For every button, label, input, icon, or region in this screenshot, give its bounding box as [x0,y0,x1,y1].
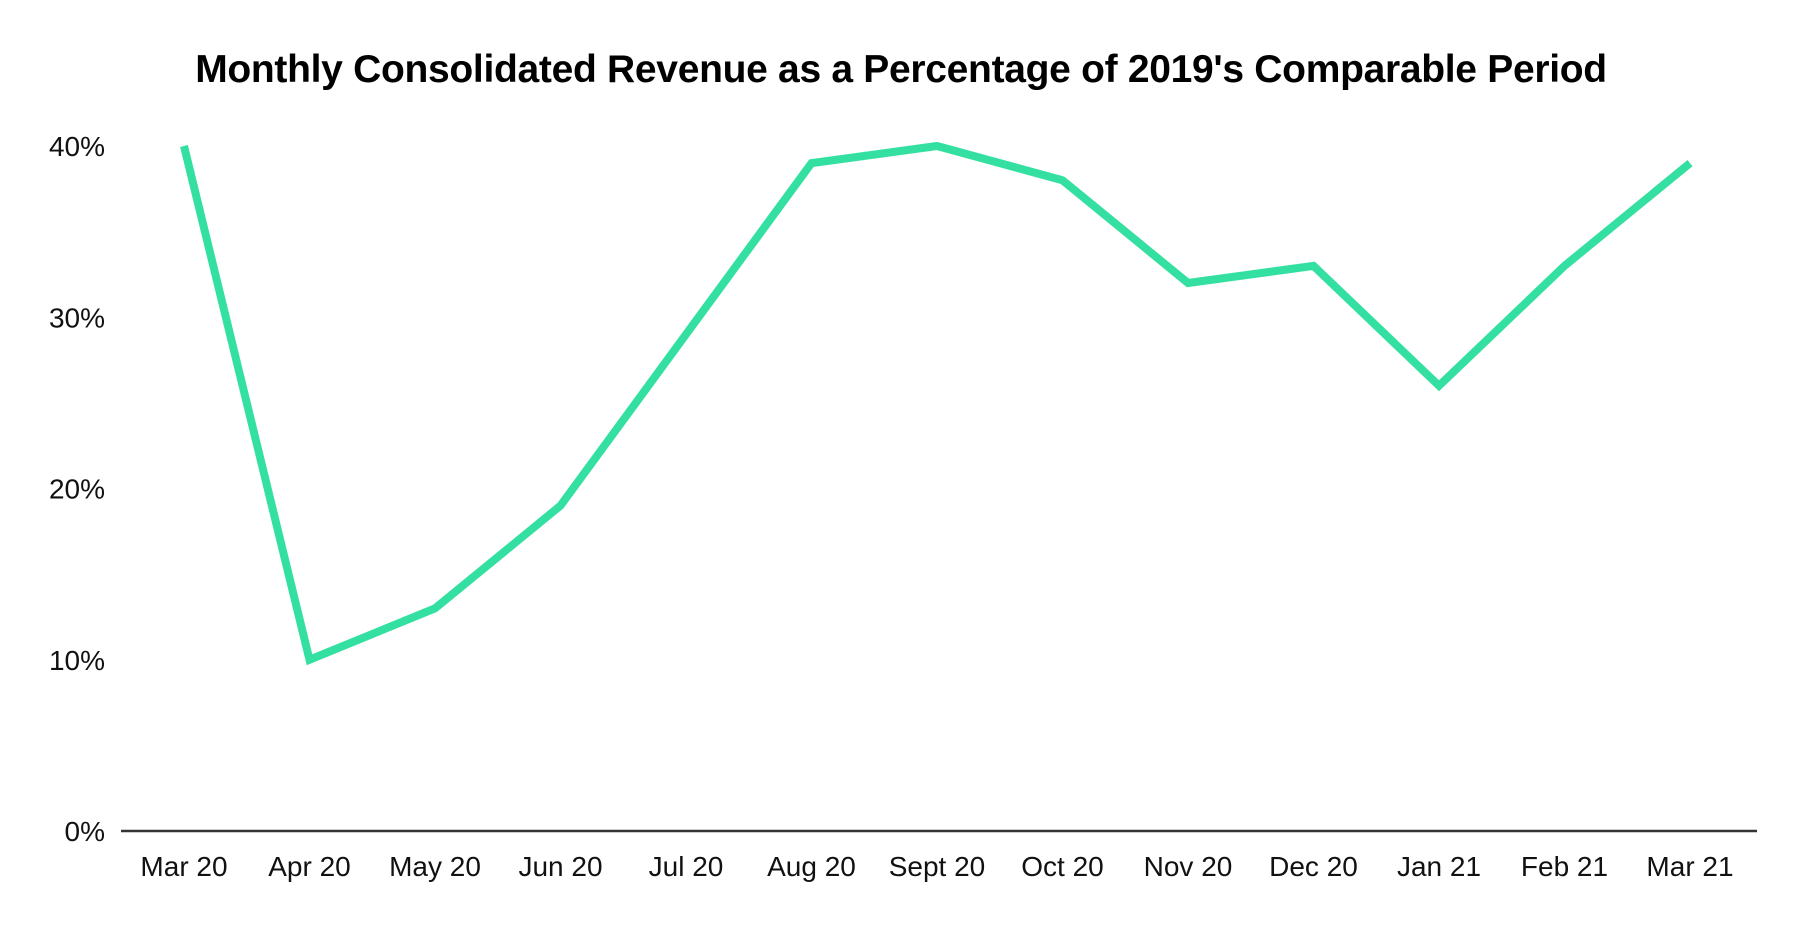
y-tick-label: 40% [49,131,105,162]
y-tick-label: 20% [49,474,105,505]
data-point [1059,176,1067,184]
data-point [1310,262,1318,270]
data-point [1184,279,1192,287]
x-tick-label: Feb 21 [1521,851,1608,882]
x-tick-label: Nov 20 [1144,851,1233,882]
x-tick-label: Apr 20 [268,851,351,882]
series-group [180,141,1694,666]
x-tick-label: Aug 20 [767,851,856,882]
x-axis: Mar 20 Apr 20 May 20 Jun 20 Jul 20 Aug 20 Sept… [140,851,1733,882]
data-point [808,159,816,167]
chart-title: Monthly Consolidated Revenue as a Percen… [195,48,1607,91]
x-tick-label: Oct 20 [1021,851,1103,882]
data-point [682,330,690,338]
x-tick-label: Jul 20 [649,851,724,882]
x-tick-label: Mar 20 [140,851,227,882]
data-point [180,142,188,150]
data-point [1435,382,1443,390]
x-tick-label: Dec 20 [1269,851,1358,882]
y-tick-label: 10% [49,645,105,676]
data-point [557,502,565,510]
x-tick-label: Jun 20 [518,851,602,882]
x-tick-label: Jan 21 [1397,851,1481,882]
x-tick-label: Mar 21 [1646,851,1733,882]
data-point [933,142,941,150]
data-point [1686,159,1694,167]
data-point [431,604,439,612]
y-tick-label: 30% [49,302,105,333]
series-line [180,141,1693,666]
data-point [306,656,314,664]
x-tick-label: May 20 [389,851,481,882]
y-axis: 0% 10% 20% 30% 40% [49,131,105,847]
y-tick-label: 0% [65,816,105,847]
x-tick-label: Sept 20 [889,851,986,882]
data-point [1561,262,1569,270]
